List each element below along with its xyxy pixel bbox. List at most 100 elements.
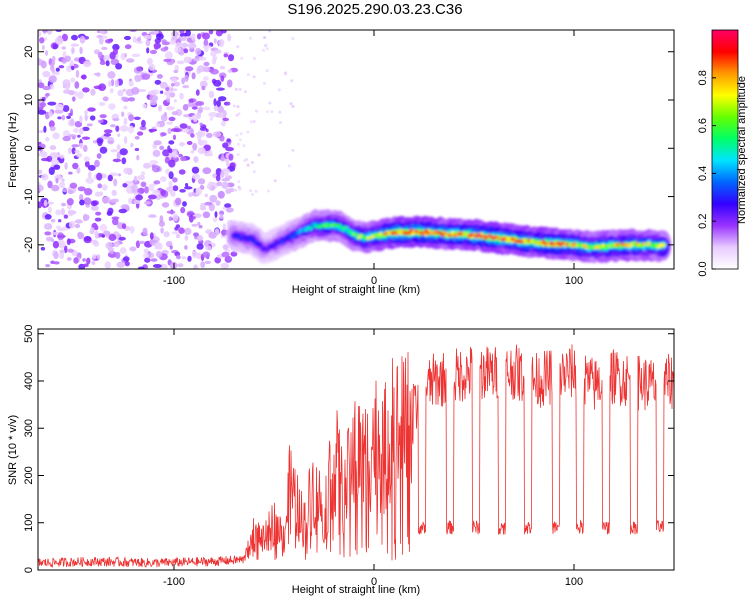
noise-speckle (81, 136, 91, 140)
noise-speckle (117, 89, 124, 97)
noise-speckle (227, 54, 235, 62)
noise-speckle (137, 131, 144, 136)
noise-speckle (127, 125, 135, 134)
noise-speckle (79, 127, 84, 135)
snr-background (38, 329, 674, 570)
noise-speckle (96, 153, 102, 159)
noise-speckle (234, 87, 238, 91)
noise-speckle (198, 225, 203, 229)
noise-speckle (195, 187, 202, 196)
noise-speckle (192, 142, 198, 151)
noise-speckle (179, 189, 186, 193)
noise-speckle (119, 247, 127, 254)
noise-speckle (229, 187, 235, 193)
snr-panel: -100 0 100 0 100 200 300 400 500 Height of strai… (7, 325, 675, 596)
colorbar-tick-label: 0.2 (697, 214, 709, 229)
noise-speckle (107, 136, 115, 145)
noise-speckle (38, 169, 43, 175)
noise-speckle (130, 142, 134, 148)
noise-speckle (52, 152, 59, 157)
noise-speckle (121, 111, 125, 117)
noise-speckle (115, 125, 120, 132)
noise-speckle (42, 70, 51, 78)
noise-speckle (107, 71, 116, 79)
noise-speckle (217, 112, 225, 118)
noise-speckle (57, 234, 66, 239)
noise-speckle (80, 75, 87, 79)
noise-speckle (156, 123, 160, 128)
noise-speckle (208, 181, 212, 189)
noise-speckle (156, 74, 163, 79)
noise-speckle (175, 224, 181, 229)
noise-speckle (141, 171, 146, 176)
noise-speckle (215, 87, 225, 91)
noise-speckle (257, 153, 261, 157)
ridge-blob (354, 232, 359, 237)
colorbar-bar (711, 29, 739, 270)
noise-speckle (198, 106, 204, 114)
noise-speckle (226, 138, 231, 143)
noise-speckle (61, 202, 66, 207)
noise-speckle (90, 88, 96, 96)
noise-speckle (82, 126, 90, 132)
noise-speckle (38, 109, 47, 115)
noise-speckle (191, 106, 198, 110)
noise-speckle (220, 170, 225, 178)
noise-speckle (102, 96, 109, 102)
noise-speckle (87, 107, 96, 112)
noise-speckle (222, 117, 229, 122)
noise-speckle (190, 133, 195, 138)
noise-speckle (79, 115, 83, 123)
noise-speckle (43, 125, 47, 133)
noise-speckle (160, 176, 167, 182)
noise-speckle (240, 56, 244, 60)
noise-speckle (128, 197, 133, 204)
noise-speckle (62, 50, 67, 59)
noise-speckle (47, 101, 57, 106)
x-tick-label: -100 (163, 275, 185, 287)
spectrogram-x-axis-label: Height of straight line (km) (292, 284, 420, 296)
noise-speckle (39, 151, 48, 158)
noise-speckle (166, 210, 176, 214)
noise-speckle (149, 232, 154, 240)
noise-speckle (119, 148, 128, 156)
noise-speckle (138, 240, 146, 245)
noise-speckle (72, 96, 76, 102)
noise-speckle (94, 191, 101, 197)
noise-speckle (213, 98, 217, 107)
noise-speckle (224, 203, 232, 208)
noise-speckle (153, 140, 162, 146)
noise-speckle (123, 105, 128, 110)
noise-speckle (191, 173, 201, 180)
noise-speckle (71, 34, 78, 41)
noise-speckle (221, 229, 226, 237)
noise-speckle (128, 97, 136, 102)
noise-speckle (246, 130, 250, 134)
noise-speckle (51, 159, 59, 166)
noise-speckle (179, 30, 185, 34)
ridge-blob (232, 233, 236, 237)
noise-speckle (216, 181, 223, 187)
noise-speckle (218, 96, 227, 102)
noise-speckle (171, 231, 179, 235)
noise-speckle (217, 105, 225, 113)
noise-speckle (83, 60, 92, 67)
noise-speckle (150, 258, 158, 262)
noise-speckle (226, 161, 230, 167)
noise-speckle (152, 149, 161, 157)
noise-speckle (117, 173, 122, 177)
noise-speckle (142, 103, 147, 109)
noise-speckle (102, 119, 108, 125)
noise-speckle (71, 136, 76, 140)
noise-speckle (68, 147, 72, 155)
noise-speckle (169, 39, 176, 45)
noise-speckle (85, 177, 95, 184)
noise-speckle (62, 188, 68, 193)
noise-speckle (160, 189, 166, 197)
noise-speckle (55, 103, 64, 111)
noise-speckle (103, 230, 111, 237)
noise-speckle (48, 167, 55, 175)
noise-speckle (67, 189, 74, 195)
